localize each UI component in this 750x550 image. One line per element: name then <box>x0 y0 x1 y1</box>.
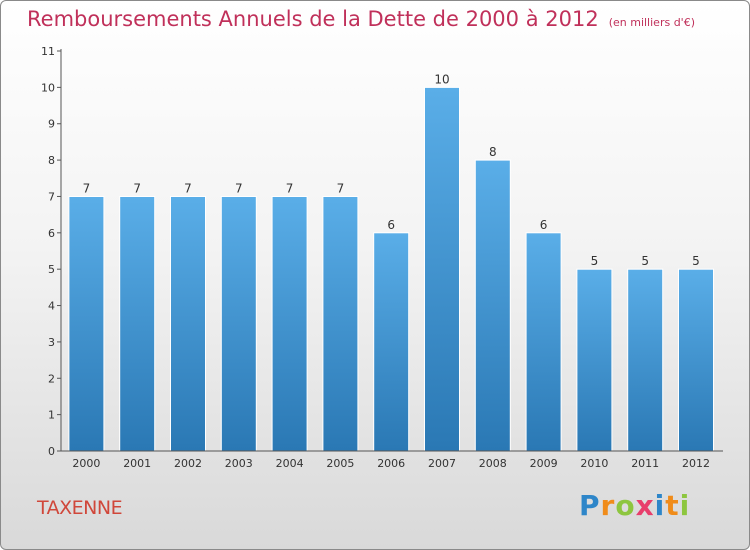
bar-value-label-2012: 5 <box>692 254 700 268</box>
y-tick-label-8: 8 <box>48 154 55 167</box>
bar-2001 <box>119 196 156 452</box>
bar-2010 <box>576 268 613 452</box>
y-tick-label-3: 3 <box>48 336 55 349</box>
bar-2008 <box>474 159 511 452</box>
axes-group: 2000 2001 2002 2003 2004 2005 2006 2007 2008 2009… <box>41 45 723 470</box>
logo-letter: i <box>654 489 666 522</box>
bar-2012 <box>678 268 714 452</box>
bars-group: 7 7 7 7 7 7 6 10 8 6 5 5 5 <box>68 72 714 452</box>
bar-value-label-2011: 5 <box>641 254 649 268</box>
bar-2002 <box>170 196 206 452</box>
y-tick-label-5: 5 <box>48 263 55 276</box>
y-tick-label-4: 4 <box>48 300 55 313</box>
title-row: Remboursements Annuels de la Dette de 20… <box>27 7 695 31</box>
x-tick-label-2005: 2005 <box>326 457 354 470</box>
logo-letter: o <box>615 489 636 522</box>
bar-value-label-2004: 7 <box>286 182 294 196</box>
bar-2009 <box>525 232 562 452</box>
bar-value-label-2002: 7 <box>184 182 192 196</box>
logo-letter: r <box>600 489 616 522</box>
logo-letter: P <box>579 489 601 522</box>
bar-value-label-2010: 5 <box>591 254 599 268</box>
x-tick-label-2010: 2010 <box>580 457 608 470</box>
x-tick-label-2006: 2006 <box>377 457 405 470</box>
y-tick-label-10: 10 <box>41 81 55 94</box>
y-tick-label-0: 0 <box>48 445 55 458</box>
logo-letter: t <box>665 489 680 522</box>
x-tick-label-2012: 2012 <box>682 457 710 470</box>
bar-2006 <box>373 232 410 452</box>
bar-2007 <box>424 86 460 452</box>
chart-title: Remboursements Annuels de la Dette de 20… <box>27 7 599 31</box>
chart-subtitle: (en milliers d'€) <box>608 16 695 29</box>
bar-value-label-2005: 7 <box>337 182 345 196</box>
x-tick-label-2001: 2001 <box>123 457 151 470</box>
y-tick-label-7: 7 <box>48 191 55 204</box>
bar-2004 <box>271 196 308 452</box>
bar-value-label-2007: 10 <box>434 72 449 86</box>
bar-2005 <box>322 196 359 452</box>
logo-letter: x <box>635 489 655 522</box>
y-tick-label-6: 6 <box>48 227 55 240</box>
bar-value-label-2008: 8 <box>489 145 497 159</box>
bar-value-label-2009: 6 <box>540 218 548 232</box>
y-tick-label-9: 9 <box>48 118 55 131</box>
x-tick-label-2007: 2007 <box>428 457 456 470</box>
y-tick-label-11: 11 <box>41 45 55 58</box>
x-tick-label-2004: 2004 <box>276 457 304 470</box>
bar-2003 <box>220 196 257 452</box>
bar-value-label-2003: 7 <box>235 182 243 196</box>
proxiti-logo: Proxiti <box>579 489 690 522</box>
x-tick-label-2011: 2011 <box>631 457 659 470</box>
y-tick-label-2: 2 <box>48 372 55 385</box>
x-tick-label-2009: 2009 <box>530 457 558 470</box>
bar-2011 <box>627 268 664 452</box>
logo-letter: i <box>679 489 691 522</box>
x-tick-label-2008: 2008 <box>479 457 507 470</box>
x-tick-label-2002: 2002 <box>174 457 202 470</box>
bar-value-label-2006: 6 <box>387 218 395 232</box>
x-tick-label-2000: 2000 <box>72 457 100 470</box>
bar-value-label-2001: 7 <box>133 182 141 196</box>
bar-value-label-2000: 7 <box>83 182 91 196</box>
bar-2000 <box>68 196 105 452</box>
x-tick-label-2003: 2003 <box>225 457 253 470</box>
y-tick-label-1: 1 <box>48 409 55 422</box>
commune-name: TAXENNE <box>37 497 123 519</box>
